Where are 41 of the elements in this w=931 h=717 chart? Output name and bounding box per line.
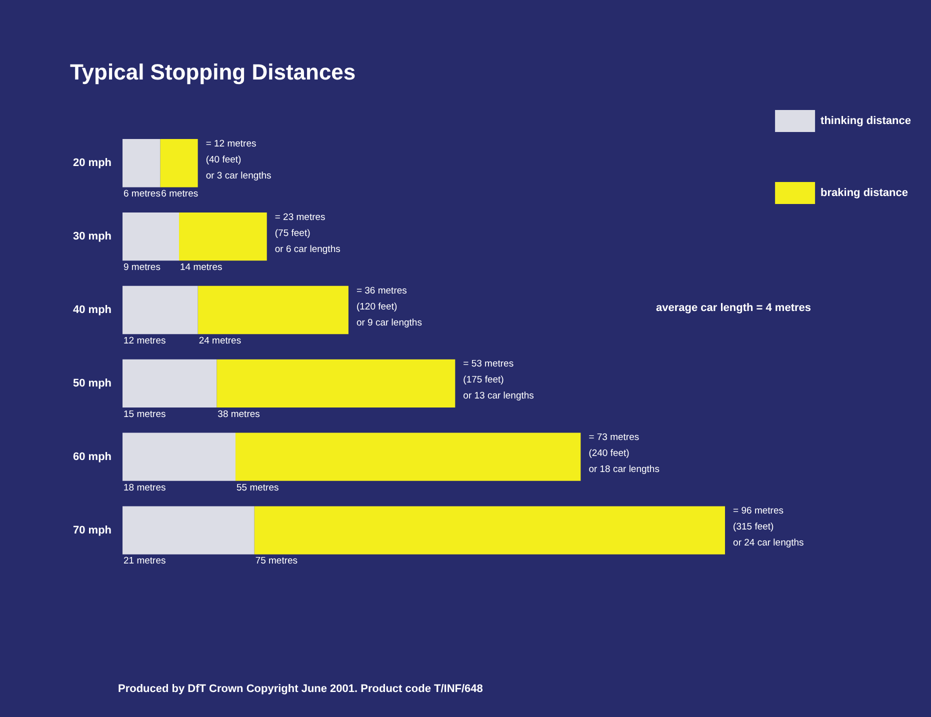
y-tick-label: 40 mph [72, 304, 112, 316]
bar [198, 286, 348, 334]
bar [179, 212, 267, 261]
annotation: average car length = 4 metres [656, 302, 811, 314]
y-tick-label: 70 mph [72, 524, 112, 536]
total-label: = 23 metres (75 feet) or 6 car lengths [274, 212, 341, 255]
y-tick-label: 60 mph [72, 450, 112, 463]
legend-label: braking distance [820, 187, 908, 200]
total-label: = 36 metres (120 feet) or 9 car lengths [356, 285, 422, 328]
data-label: 24 metres [198, 335, 242, 346]
total-label: = 96 metres (315 feet) or 24 car lengths [733, 506, 804, 549]
data-label: 6 metres [161, 188, 198, 200]
chart-title: Typical Stopping Distances [70, 59, 356, 84]
data-label: 55 metres [236, 482, 279, 494]
data-label: 12 metres [124, 335, 166, 346]
legend-label: thinking distance [820, 115, 912, 128]
bar [254, 506, 726, 554]
bar [122, 506, 254, 554]
bar [160, 139, 198, 188]
total-label: = 53 metres (175 feet) or 13 car lengths [463, 358, 534, 402]
bar [216, 359, 456, 408]
bar [122, 286, 198, 334]
y-tick-label: 50 mph [72, 377, 112, 390]
bar [235, 432, 581, 481]
data-label: 14 metres [180, 262, 222, 274]
y-tick-label: 30 mph [72, 230, 112, 243]
bar [122, 432, 236, 481]
data-label: 15 metres [124, 408, 166, 420]
data-label: 6 metres [124, 188, 161, 200]
data-label: 21 metres [124, 556, 166, 567]
data-label: 9 metres [124, 262, 161, 274]
data-label: 18 metres [124, 482, 166, 494]
total-label: = 12 metres (40 feet) or 3 car lengths [206, 138, 272, 182]
bar [122, 359, 217, 408]
y-tick-label: 20 mph [72, 157, 112, 170]
data-label: 38 metres [218, 408, 260, 420]
data-label: 75 metres [255, 556, 298, 567]
text: Produced by DfT Crown Copyright June 2001. Product code T/INF/648 [118, 683, 483, 695]
total-label: = 73 metres (240 feet) or 18 car lengths [588, 432, 660, 476]
bar [122, 139, 160, 188]
bar [122, 212, 179, 261]
